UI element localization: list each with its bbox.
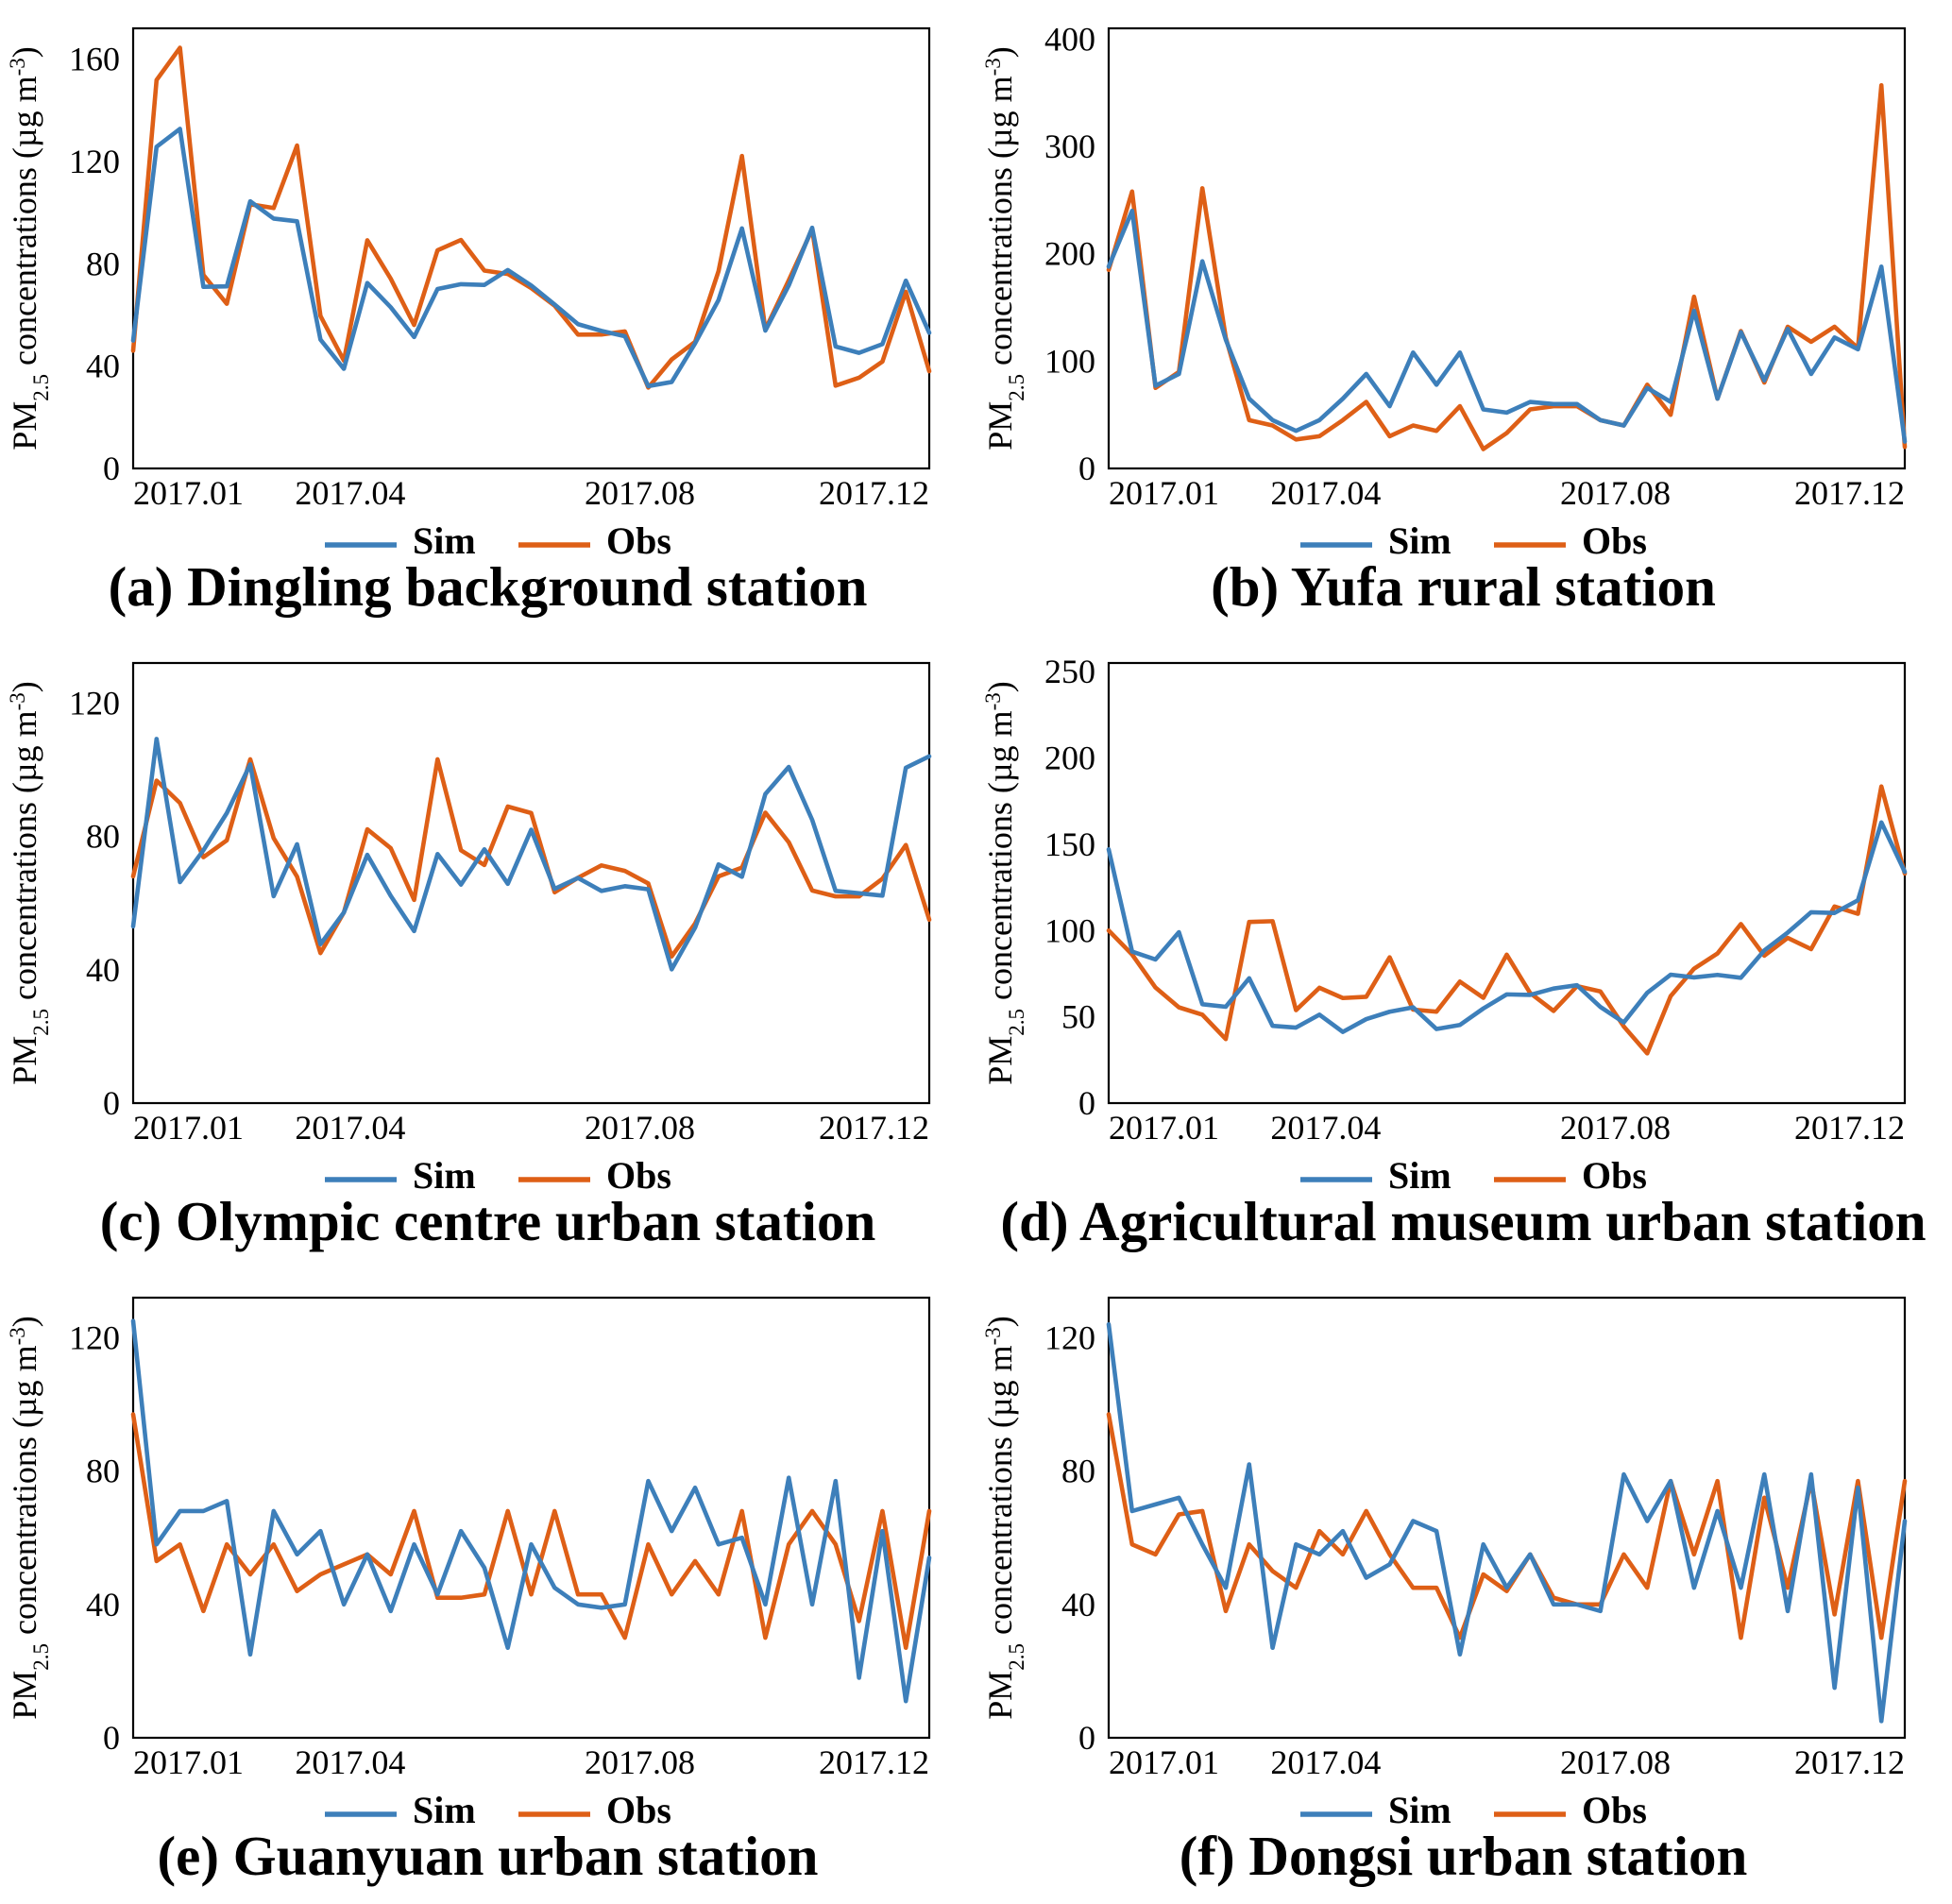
svg-text:2017.01: 2017.01	[1109, 1743, 1219, 1781]
svg-text:2017.08: 2017.08	[585, 1109, 695, 1147]
svg-text:250: 250	[1044, 653, 1095, 690]
svg-text:80: 80	[86, 1453, 120, 1490]
svg-text:2017.01: 2017.01	[133, 1109, 244, 1147]
svg-text:2017.04: 2017.04	[1270, 1109, 1381, 1147]
svg-text:2017.08: 2017.08	[1560, 1109, 1671, 1147]
svg-text:2017.04: 2017.04	[1270, 1743, 1381, 1781]
svg-text:PM2.5 concentrations (µg m-3): PM2.5 concentrations (µg m-3)	[981, 1316, 1028, 1720]
svg-text:2017.08: 2017.08	[585, 474, 695, 512]
svg-text:0: 0	[103, 450, 120, 487]
svg-text:40: 40	[86, 951, 120, 989]
svg-text:160: 160	[69, 41, 120, 78]
svg-text:80: 80	[86, 818, 120, 856]
svg-text:120: 120	[1044, 1318, 1095, 1356]
svg-text:2017.01: 2017.01	[133, 1743, 244, 1781]
svg-text:0: 0	[103, 1719, 120, 1757]
svg-text:120: 120	[69, 684, 120, 722]
svg-text:2017.12: 2017.12	[1794, 1109, 1905, 1147]
svg-text:2017.01: 2017.01	[1109, 474, 1219, 512]
svg-text:120: 120	[69, 143, 120, 180]
svg-text:(b) Yufa rural station: (b) Yufa rural station	[1211, 555, 1716, 618]
svg-text:PM2.5 concentrations (µg m-3): PM2.5 concentrations (µg m-3)	[6, 1316, 53, 1720]
svg-text:(d) Agricultural museum urban: (d) Agricultural museum urban station	[1000, 1190, 1926, 1252]
svg-text:2017.08: 2017.08	[585, 1743, 695, 1781]
svg-text:2017.04: 2017.04	[295, 474, 405, 512]
svg-text:(a) Dingling background statio: (a) Dingling background station	[109, 555, 868, 618]
svg-text:40: 40	[86, 348, 120, 385]
svg-text:2017.04: 2017.04	[295, 1109, 405, 1147]
svg-text:40: 40	[86, 1586, 120, 1624]
svg-text:0: 0	[1078, 450, 1095, 487]
svg-text:PM2.5 concentrations (µg m-3): PM2.5 concentrations (µg m-3)	[6, 46, 53, 450]
svg-text:PM2.5 concentrations (µg m-3): PM2.5 concentrations (µg m-3)	[981, 681, 1028, 1085]
svg-text:2017.04: 2017.04	[1270, 474, 1381, 512]
svg-text:100: 100	[1044, 911, 1095, 949]
svg-text:50: 50	[1061, 998, 1095, 1036]
svg-text:200: 200	[1044, 740, 1095, 777]
svg-text:(e) Guanyuan urban station: (e) Guanyuan urban station	[158, 1825, 819, 1887]
svg-text:100: 100	[1044, 342, 1095, 380]
svg-text:(c) Olympic centre urban stati: (c) Olympic centre urban station	[100, 1190, 876, 1252]
svg-text:PM2.5 concentrations (µg m-3): PM2.5 concentrations (µg m-3)	[981, 46, 1028, 450]
svg-text:150: 150	[1044, 825, 1095, 863]
svg-text:400: 400	[1044, 20, 1095, 58]
svg-text:0: 0	[1078, 1084, 1095, 1122]
svg-text:2017.12: 2017.12	[1794, 1743, 1905, 1781]
svg-text:2017.12: 2017.12	[819, 1109, 929, 1147]
svg-text:0: 0	[1078, 1719, 1095, 1757]
svg-text:2017.12: 2017.12	[1794, 474, 1905, 512]
svg-text:2017.08: 2017.08	[1560, 474, 1671, 512]
svg-text:80: 80	[1061, 1453, 1095, 1490]
svg-text:2017.12: 2017.12	[819, 1743, 929, 1781]
svg-text:300: 300	[1044, 128, 1095, 165]
svg-text:120: 120	[69, 1318, 120, 1356]
svg-text:2017.01: 2017.01	[133, 474, 244, 512]
svg-text:80: 80	[86, 245, 120, 282]
svg-text:2017.01: 2017.01	[1109, 1109, 1219, 1147]
svg-text:2017.12: 2017.12	[819, 474, 929, 512]
svg-text:0: 0	[103, 1084, 120, 1122]
svg-text:PM2.5 concentrations (µg m-3): PM2.5 concentrations (µg m-3)	[6, 681, 53, 1085]
svg-text:2017.08: 2017.08	[1560, 1743, 1671, 1781]
svg-text:(f) Dongsi urban station: (f) Dongsi urban station	[1180, 1825, 1748, 1887]
svg-text:2017.04: 2017.04	[295, 1743, 405, 1781]
svg-text:200: 200	[1044, 235, 1095, 273]
svg-text:40: 40	[1061, 1586, 1095, 1624]
